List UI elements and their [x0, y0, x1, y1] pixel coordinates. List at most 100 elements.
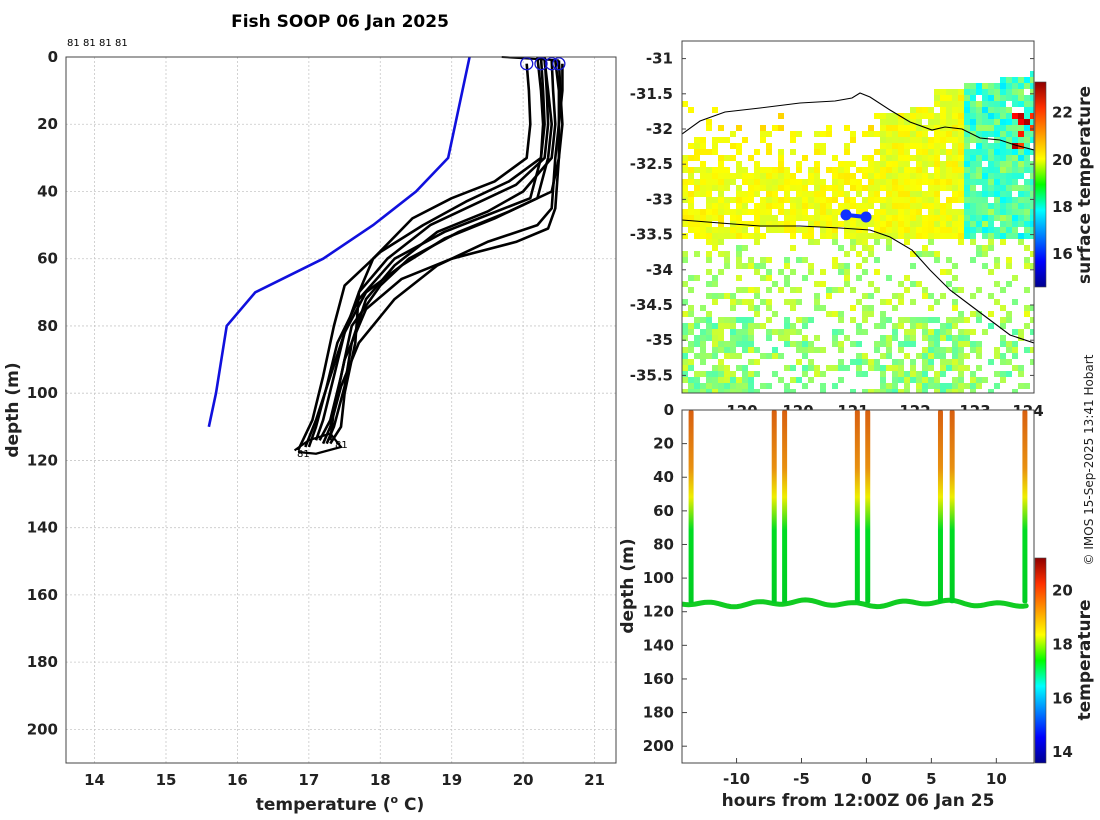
sst-pixel	[1012, 113, 1018, 119]
sst-pixel	[904, 209, 910, 215]
sst-pixel	[988, 269, 994, 275]
sst-pixel	[946, 137, 952, 143]
sst-pixel	[874, 113, 880, 119]
sst-pixel	[700, 191, 706, 197]
sst-pixel	[934, 179, 940, 185]
sst-pixel	[1006, 77, 1012, 83]
sst-pixel	[736, 161, 742, 167]
sst-pixel	[910, 233, 916, 239]
sst-pixel	[928, 317, 934, 323]
sst-pixel	[916, 353, 922, 359]
sst-pixel	[1006, 257, 1012, 263]
sst-pixel	[970, 227, 976, 233]
sst-pixel	[814, 143, 820, 149]
sst-pixel	[964, 173, 970, 179]
sst-pixel	[898, 167, 904, 173]
sst-pixel	[934, 341, 940, 347]
sst-pixel	[958, 185, 964, 191]
sst-pixel	[910, 263, 916, 269]
sst-pixel	[946, 257, 952, 263]
sst-pixel	[886, 119, 892, 125]
sst-pixel	[886, 245, 892, 251]
sst-pixel	[688, 329, 694, 335]
sst-pixel	[688, 191, 694, 197]
sst-pixel	[850, 245, 856, 251]
sst-pixel	[880, 377, 886, 383]
sst-pixel	[934, 329, 940, 335]
sst-pixel	[940, 383, 946, 389]
sst-pixel	[796, 359, 802, 365]
sst-pixel	[730, 383, 736, 389]
sst-pixel	[682, 329, 688, 335]
sst-pixel	[706, 167, 712, 173]
sst-pixel	[946, 215, 952, 221]
sst-pixel	[970, 137, 976, 143]
sst-pixel	[700, 371, 706, 377]
sst-pixel	[748, 359, 754, 365]
sst-pixel	[814, 305, 820, 311]
sst-pixel	[790, 149, 796, 155]
sst-pixel	[796, 329, 802, 335]
shelf-contour	[682, 219, 1034, 344]
sst-pixel	[778, 155, 784, 161]
sst-pixel	[946, 203, 952, 209]
sst-pixel	[1024, 185, 1030, 191]
sst-pixel	[946, 329, 952, 335]
sst-pixel	[874, 365, 880, 371]
sst-pixel	[916, 161, 922, 167]
sst-pixel	[790, 287, 796, 293]
sst-pixel	[742, 299, 748, 305]
sst-pixel	[880, 167, 886, 173]
sst-pixel	[946, 131, 952, 137]
sst-pixel	[922, 329, 928, 335]
sst-pixel	[832, 383, 838, 389]
sst-pixel	[892, 155, 898, 161]
sst-pixel	[964, 143, 970, 149]
sst-pixel	[874, 173, 880, 179]
sst-pixel	[688, 221, 694, 227]
sst-pixel	[1030, 251, 1034, 257]
sst-pixel	[796, 131, 802, 137]
sst-pixel	[766, 191, 772, 197]
section-colorbar-tick-label: 18	[1052, 635, 1073, 653]
sst-pixel	[952, 275, 958, 281]
sst-pixel	[700, 347, 706, 353]
sst-pixel	[934, 353, 940, 359]
sst-pixel	[712, 377, 718, 383]
sst-pixel	[886, 389, 892, 393]
sst-pixel	[868, 191, 874, 197]
sst-pixel	[700, 149, 706, 155]
sst-pixel	[838, 287, 844, 293]
sst-pixel	[688, 173, 694, 179]
profile-line	[329, 63, 564, 441]
sst-pixel	[694, 221, 700, 227]
sst-pixel	[736, 143, 742, 149]
sst-pixel	[682, 179, 688, 185]
section-y-tick-label: 60	[653, 502, 674, 520]
sst-pixel	[976, 155, 982, 161]
sst-pixel	[796, 167, 802, 173]
sst-pixel	[820, 233, 826, 239]
sst-pixel	[916, 191, 922, 197]
sst-pixel	[994, 191, 1000, 197]
sst-pixel	[916, 137, 922, 143]
sst-pixel	[784, 179, 790, 185]
sst-pixel	[1024, 113, 1030, 119]
sst-pixel	[778, 179, 784, 185]
sst-pixel	[772, 311, 778, 317]
sst-pixel	[1000, 209, 1006, 215]
sst-pixel	[694, 251, 700, 257]
sst-pixel	[940, 179, 946, 185]
sst-pixel	[856, 359, 862, 365]
sst-pixel	[712, 137, 718, 143]
sst-pixel	[904, 137, 910, 143]
sst-pixel	[736, 383, 742, 389]
sst-pixel	[832, 365, 838, 371]
sst-pixel	[964, 365, 970, 371]
sst-pixel	[988, 83, 994, 89]
sst-pixel	[1024, 245, 1030, 251]
sst-pixel	[772, 353, 778, 359]
cast-end-label: 81	[297, 449, 310, 460]
sst-pixel	[1018, 113, 1024, 119]
sst-pixel	[742, 341, 748, 347]
